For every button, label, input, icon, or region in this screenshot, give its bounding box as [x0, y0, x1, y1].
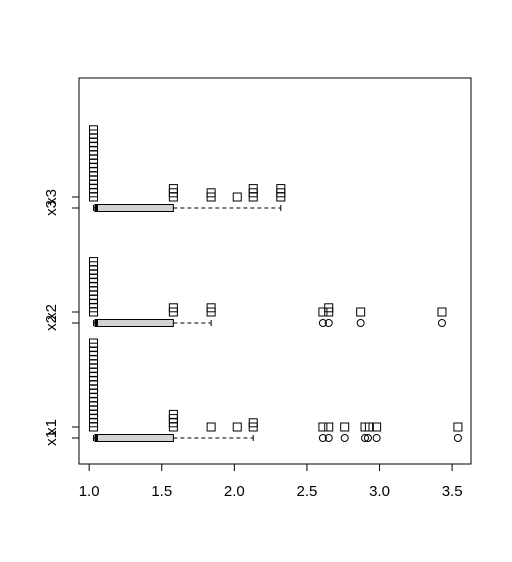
strip-point: [453, 422, 463, 432]
strip-point: [89, 125, 99, 135]
strip-point: [206, 303, 216, 313]
box: [94, 204, 174, 212]
strip-point: [340, 422, 350, 432]
y-tick-label: x3: [43, 200, 60, 216]
strip-point: [324, 422, 334, 432]
strip-point: [232, 192, 242, 202]
strip-point: [364, 422, 374, 432]
x-tick-label: 3.5: [442, 483, 463, 500]
box: [94, 434, 174, 442]
strip-point: [324, 303, 334, 313]
outlier: [361, 434, 370, 442]
strip-point: [89, 257, 99, 267]
outlier: [324, 319, 333, 327]
strip-point: [168, 303, 178, 313]
x-tick-label: 3.0: [369, 483, 390, 500]
strip-point: [89, 338, 99, 348]
outlier: [318, 319, 327, 327]
outlier: [453, 434, 462, 442]
outlier: [363, 434, 372, 442]
strip-point: [276, 184, 286, 194]
y-tick-label: x1: [43, 419, 60, 435]
outlier: [324, 434, 333, 442]
outlier: [356, 319, 365, 327]
y-tick-label: x3: [43, 189, 60, 205]
strip-point: [232, 422, 242, 432]
outlier: [340, 434, 349, 442]
strip-point: [248, 184, 258, 194]
x-tick-label: 1.0: [79, 483, 100, 500]
y-tick-label: x2: [43, 315, 60, 331]
y-tick-label: x2: [43, 304, 60, 320]
strip-point: [437, 307, 447, 317]
plot-frame: [78, 77, 472, 465]
strip-point: [372, 422, 382, 432]
x-tick-label: 2.0: [224, 483, 245, 500]
x-tick-label: 2.5: [297, 483, 318, 500]
strip-point: [168, 184, 178, 194]
x-tick-label: 1.5: [151, 483, 172, 500]
strip-point: [356, 307, 366, 317]
box: [94, 319, 174, 327]
y-tick-label: x1: [43, 430, 60, 446]
strip-point: [206, 422, 216, 432]
strip-point: [206, 188, 216, 198]
outlier: [372, 434, 381, 442]
strip-point: [168, 409, 178, 419]
outlier: [318, 434, 327, 442]
strip-point: [318, 422, 328, 432]
strip-point: [248, 418, 258, 428]
outlier: [437, 319, 446, 327]
